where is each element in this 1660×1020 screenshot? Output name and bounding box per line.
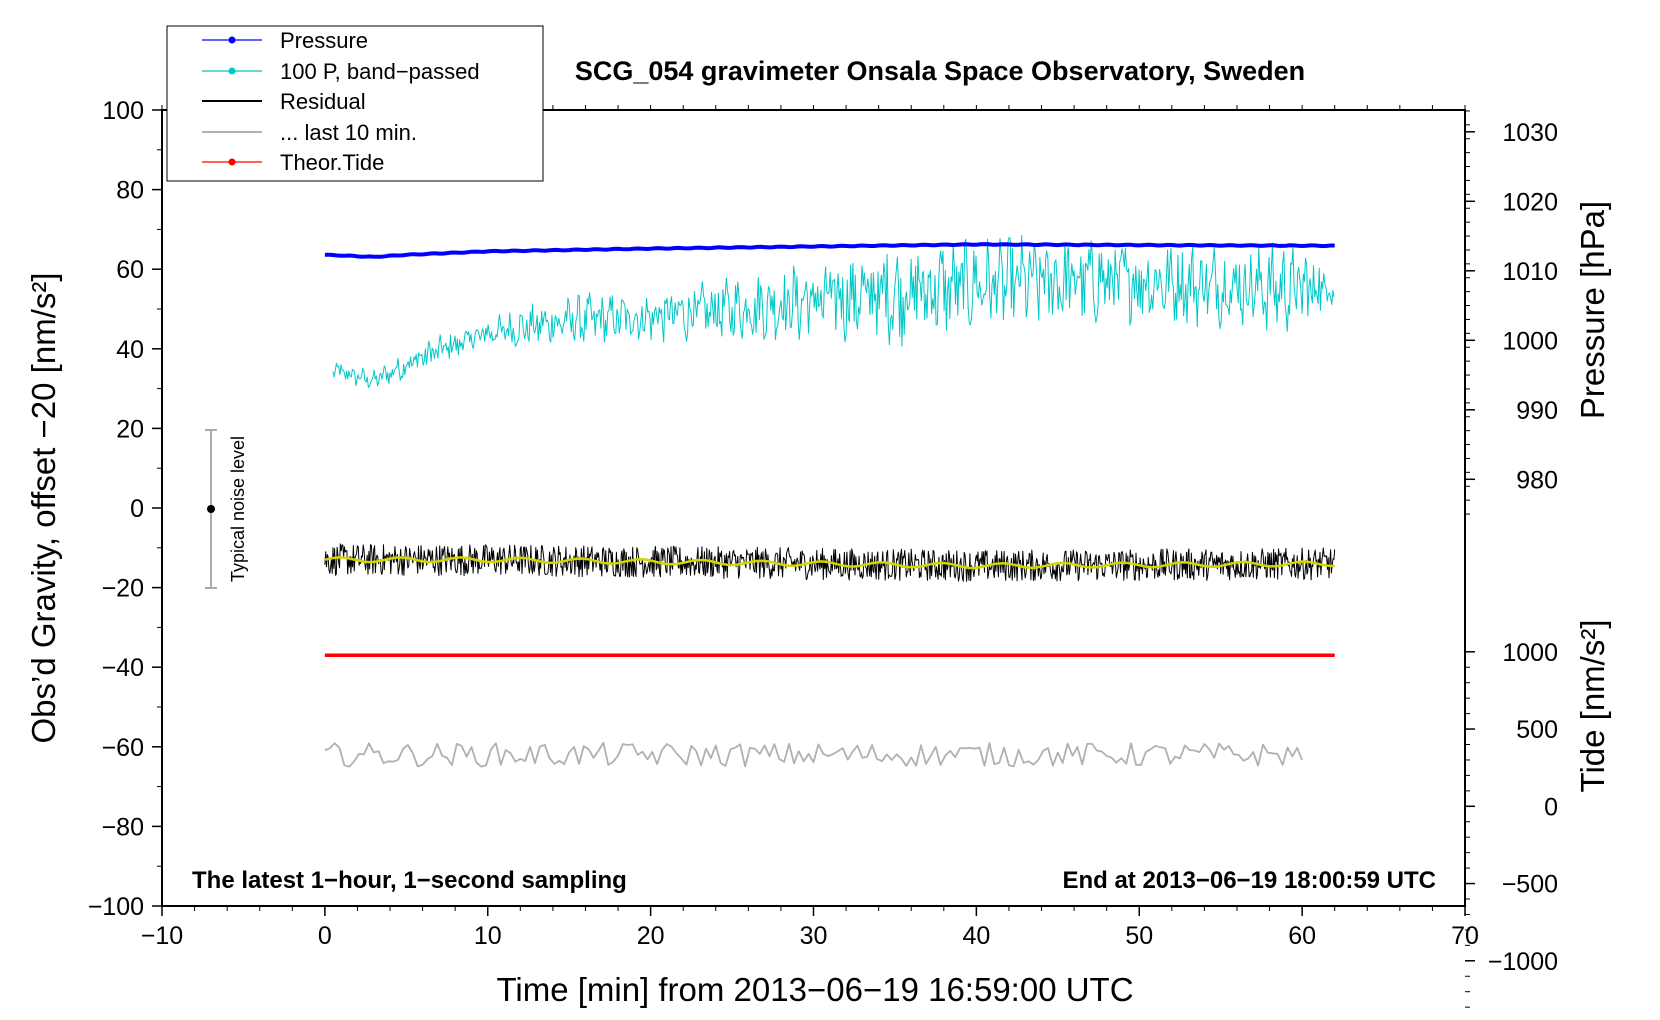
tide-tick-label: 1000 bbox=[1502, 639, 1558, 667]
legend-residual-label: Residual bbox=[280, 89, 366, 114]
residual-line bbox=[324, 543, 1336, 582]
pressure-tick-label: 1020 bbox=[1502, 188, 1558, 216]
last-10-min-line bbox=[324, 741, 1303, 768]
y-tick-label: −20 bbox=[102, 575, 144, 603]
tide-axis-title: Tide [nm/s²] bbox=[1574, 620, 1611, 793]
tide-tick-label: 500 bbox=[1516, 716, 1558, 744]
pressure-tick-label: 1010 bbox=[1502, 258, 1558, 286]
x-tick-label: 20 bbox=[637, 922, 665, 950]
y-tick-label: 40 bbox=[116, 336, 144, 364]
pressure-axis-title: Pressure [hPa] bbox=[1574, 201, 1611, 419]
y-tick-label: −40 bbox=[102, 654, 144, 682]
y-tick-label: −80 bbox=[102, 813, 144, 841]
end-time-note: End at 2013−06−19 18:00:59 UTC bbox=[1062, 867, 1436, 894]
pressure-tick-label: 1000 bbox=[1502, 327, 1558, 355]
x-tick-label: 10 bbox=[474, 922, 502, 950]
x-tick-label: 30 bbox=[800, 922, 828, 950]
tide-tick-label: −500 bbox=[1502, 871, 1558, 899]
y-tick-label: 20 bbox=[116, 415, 144, 443]
legend-last10-label: ... last 10 min. bbox=[280, 120, 417, 145]
left-axis-title: Obs’d Gravity, offset −20 [nm/s²] bbox=[25, 272, 62, 743]
y-tick-label: 60 bbox=[116, 256, 144, 284]
pressure-tick-label: 1030 bbox=[1502, 119, 1558, 147]
noise-bar-center-dot bbox=[207, 505, 215, 513]
typical-noise-bar: Typical noise level bbox=[205, 429, 248, 589]
series-layer bbox=[324, 235, 1336, 768]
bandpassed-pressure-line bbox=[332, 235, 1335, 388]
y-tick-label: 0 bbox=[130, 495, 144, 523]
tide-tick-label: −1000 bbox=[1488, 948, 1558, 976]
sampling-note: The latest 1−hour, 1−second sampling bbox=[192, 867, 627, 894]
y-tick-label: 80 bbox=[116, 177, 144, 205]
x-tick-label: −10 bbox=[141, 922, 183, 950]
x-tick-label: 60 bbox=[1288, 922, 1316, 950]
chart-title: SCG_054 gravimeter Onsala Space Observat… bbox=[575, 56, 1305, 86]
legend-bandpassed-marker bbox=[228, 67, 236, 75]
y-tick-label: −60 bbox=[102, 734, 144, 762]
pressure-tick-label: 990 bbox=[1516, 397, 1558, 425]
x-axis-title: Time [min] from 2013−06−19 16:59:00 UTC bbox=[496, 971, 1133, 1008]
x-tick-label: 50 bbox=[1125, 922, 1153, 950]
residual-smoothed-line bbox=[324, 556, 1335, 570]
y-tick-label: 100 bbox=[102, 97, 144, 125]
legend-pressure-label: Pressure bbox=[280, 28, 368, 53]
legend-pressure-marker bbox=[228, 36, 236, 44]
pressure-line bbox=[324, 242, 1335, 259]
x-tick-label: 40 bbox=[962, 922, 990, 950]
pressure-tick-label: 980 bbox=[1516, 466, 1558, 494]
legend-box bbox=[166, 25, 544, 182]
legend-tide-label: Theor.Tide bbox=[280, 150, 384, 175]
legend: Pressure 100 P, band−passed Residual ...… bbox=[166, 25, 544, 182]
tide-tick-label: 0 bbox=[1544, 793, 1558, 821]
plot-frame bbox=[161, 109, 1466, 907]
axis-ticks: −10 0 10 20 30 40 50 60 70−100−80−60−40−20020406… bbox=[88, 97, 1558, 1008]
noise-bar-label: Typical noise level bbox=[228, 436, 248, 582]
legend-bandpassed-label: 100 P, band−passed bbox=[280, 59, 480, 84]
x-tick-label: 0 bbox=[318, 922, 332, 950]
legend-tide-marker bbox=[228, 158, 236, 166]
y-tick-label: −100 bbox=[88, 893, 144, 921]
